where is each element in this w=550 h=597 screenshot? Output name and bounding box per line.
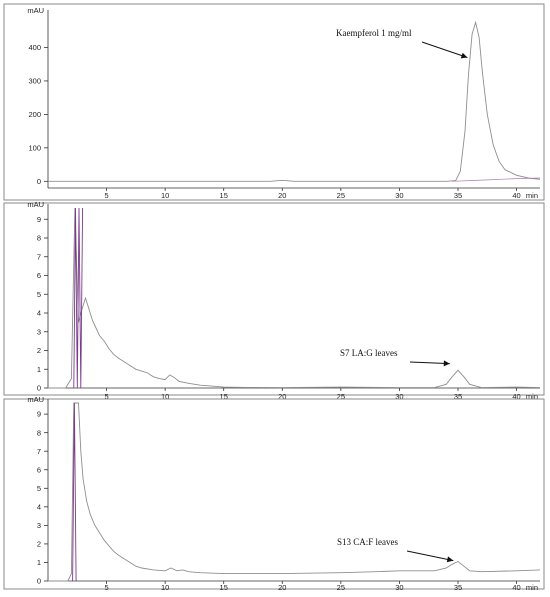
y-axis-unit-label: mAU: [27, 395, 44, 404]
y-tick-label: 4: [37, 309, 41, 318]
trace-main: [48, 402, 540, 582]
x-tick-label: 30: [395, 392, 403, 401]
annotation-arrowhead: [446, 556, 454, 563]
x-tick-label: 20: [278, 583, 286, 592]
x-tick-label: 40: [512, 191, 520, 200]
y-tick-label: 9: [37, 410, 41, 419]
x-tick-label: 5: [104, 583, 108, 592]
trace-baseline: [452, 177, 540, 182]
y-tick-label: 3: [37, 521, 41, 530]
y-tick-label: 5: [37, 484, 41, 493]
y-tick-label: 8: [37, 234, 41, 243]
trace-main: [48, 207, 540, 389]
x-tick-label: 25: [337, 583, 345, 592]
y-tick-label: 100: [28, 143, 41, 152]
x-tick-label: 40: [512, 583, 520, 592]
y-tick-label: 7: [37, 252, 41, 261]
y-tick-label: 6: [37, 271, 41, 280]
x-tick-label: 35: [454, 583, 462, 592]
y-tick-label: 1: [37, 558, 41, 567]
x-tick-label: 10: [161, 191, 169, 200]
x-tick-label: 25: [337, 392, 345, 401]
peak-annotation: Kaempferol 1 mg/ml: [336, 28, 412, 38]
panel-frame: [3, 202, 545, 396]
y-tick-label: 300: [28, 77, 41, 86]
trace-main: [48, 20, 540, 182]
x-tick-label: 35: [454, 392, 462, 401]
chart-panel-top: mAU 0 100 200 300 400 5 10 15 20 25 30 35 40 min Kaempf…: [3, 3, 545, 201]
y-tick-label: 3: [37, 327, 41, 336]
y-tick-label: 0: [37, 577, 41, 586]
x-tick-label: 15: [220, 583, 228, 592]
peak-annotation: S7 LA:G leaves: [340, 348, 398, 358]
x-tick-label: 25: [337, 191, 345, 200]
x-axis-unit-label: min: [526, 392, 538, 401]
y-axis-unit-label: mAU: [27, 200, 44, 209]
x-tick-label: 30: [395, 191, 403, 200]
chart-panel-bottom: mAU 0 1 2 3 4 5 6 7 8 9 5 10 15 20 25 30 35 40 min S13 CA:F …: [3, 395, 545, 592]
y-tick-label: 8: [37, 428, 41, 437]
y-tick-label: 7: [37, 447, 41, 456]
y-tick-label: 1: [37, 365, 41, 374]
y-tick-label: 200: [28, 110, 41, 119]
chart-panel-middle: mAU 0 1 2 3 4 5 6 7 8 9 5 10 15 20 25 30 35 40 min S7 LA:G l…: [3, 200, 545, 401]
annotation-arrow: [421, 41, 468, 58]
y-tick-label: 0: [37, 384, 41, 393]
x-tick-label: 15: [220, 191, 228, 200]
x-tick-label: 40: [512, 392, 520, 401]
y-tick-label: 400: [28, 43, 41, 52]
x-tick-label: 5: [104, 191, 108, 200]
x-tick-label: 35: [454, 191, 462, 200]
annotation-arrow: [409, 361, 450, 365]
x-tick-label: 5: [104, 392, 108, 401]
y-tick-label: 4: [37, 502, 41, 511]
x-axis-unit-label: min: [526, 191, 538, 200]
trace-spike: [73, 207, 84, 389]
x-tick-label: 15: [220, 392, 228, 401]
peak-annotation: S13 CA:F leaves: [337, 537, 398, 547]
x-tick-label: 20: [278, 392, 286, 401]
annotation-arrow: [406, 550, 454, 562]
y-tick-label: 5: [37, 290, 41, 299]
y-tick-label: 2: [37, 346, 41, 355]
trace-spike: [72, 402, 77, 582]
panel-frame: [3, 3, 545, 201]
y-tick-label: 0: [37, 177, 41, 186]
y-axis-unit-label: mAU: [27, 6, 44, 15]
annotation-arrowhead: [460, 52, 468, 59]
annotation-arrowhead: [443, 360, 450, 367]
y-tick-label: 6: [37, 465, 41, 474]
y-tick-label: 9: [37, 215, 41, 224]
x-tick-label: 10: [161, 583, 169, 592]
x-axis-unit-label: min: [526, 583, 538, 592]
x-tick-label: 30: [395, 583, 403, 592]
panel-frame: [3, 398, 545, 590]
x-tick-label: 20: [278, 191, 286, 200]
y-tick-label: 2: [37, 540, 41, 549]
x-tick-label: 10: [161, 392, 169, 401]
